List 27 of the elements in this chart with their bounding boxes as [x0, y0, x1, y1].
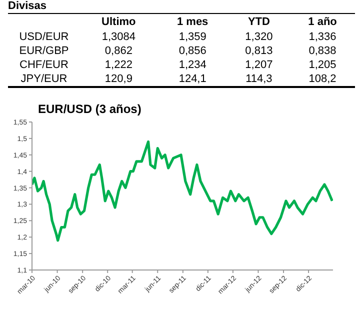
category-label: 1 mes: [176, 15, 210, 30]
category-label: JPY/EUR: [20, 73, 68, 85]
text: 1,336: [308, 31, 336, 43]
text: 0,838: [308, 45, 336, 57]
text: 1,205: [308, 59, 336, 71]
chart-title: EUR/USD (3 años): [38, 102, 142, 116]
category-label: 1 año: [307, 15, 338, 30]
text: 0,813: [245, 45, 273, 57]
text: 1,222: [104, 59, 132, 71]
text: 1,3084: [102, 31, 136, 43]
text: 0,856: [178, 45, 206, 57]
text: Divisas: [8, 0, 355, 14]
category-label: EUR/GBP: [19, 45, 69, 57]
text: 120,9: [104, 73, 132, 85]
text: 0,862: [104, 45, 132, 57]
text: 114,3: [246, 73, 272, 85]
text: 108,2: [308, 73, 336, 85]
text: 1,320: [245, 31, 273, 43]
text: 1,234: [178, 59, 206, 71]
text: 1,359: [178, 31, 206, 43]
category-label: YTD: [246, 15, 271, 30]
text: 1,207: [245, 59, 273, 71]
category-label: USD/EUR: [19, 31, 69, 43]
category-label: CHF/EUR: [20, 59, 68, 71]
line-series: [32, 140, 333, 242]
text: 124,1: [178, 73, 206, 85]
category-label: Ultimo: [100, 15, 137, 30]
